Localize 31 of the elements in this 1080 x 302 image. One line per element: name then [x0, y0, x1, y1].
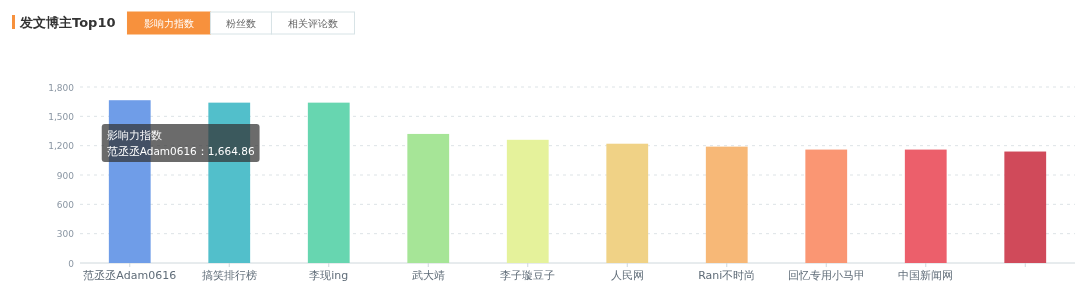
x-tick-label: 中国新闻网	[898, 269, 954, 282]
bar	[904, 149, 947, 263]
bar	[1004, 151, 1047, 263]
y-tick-label: 600	[56, 199, 75, 210]
x-tick-label: 武大靖	[411, 269, 445, 282]
bar	[307, 102, 350, 263]
annotation: 范丞丞Adam0616：1,664.86	[106, 145, 255, 157]
y-tick-label: 0	[68, 258, 75, 269]
tab: 粉丝数	[209, 11, 272, 35]
x-tick-label: 搞笑排行榜	[201, 269, 257, 282]
tab: 影响力指数	[126, 11, 211, 35]
tooltip: 影响力指数 范丞丞Adam0616：1,664.86	[101, 124, 260, 162]
x-tick-label: 范丞丞Adam0616	[83, 269, 177, 282]
x-tick-label: 李子璇豆子	[500, 269, 556, 282]
y-tick-label: 1,800	[48, 82, 75, 93]
chart-title: 发文博主Top10	[19, 15, 116, 30]
x-tick-label: 回忆专用小马甲	[787, 269, 865, 282]
bar	[705, 146, 748, 263]
y-tick-label: 1,200	[48, 141, 75, 152]
bar	[407, 133, 450, 263]
tab: 相关评论数	[270, 11, 355, 35]
annotation: 影响力指数	[106, 129, 162, 141]
x-tick-label: 人民网	[610, 269, 644, 282]
y-tick-label: 1,500	[48, 111, 75, 122]
x-tick-label: 李现ing	[309, 269, 349, 282]
bar	[805, 149, 848, 263]
y-tick-label: 900	[56, 170, 75, 181]
bar	[506, 139, 549, 263]
bar	[606, 143, 649, 263]
x-tick-label: Rani不时尚	[698, 269, 756, 282]
y-tick-label: 300	[56, 229, 75, 240]
